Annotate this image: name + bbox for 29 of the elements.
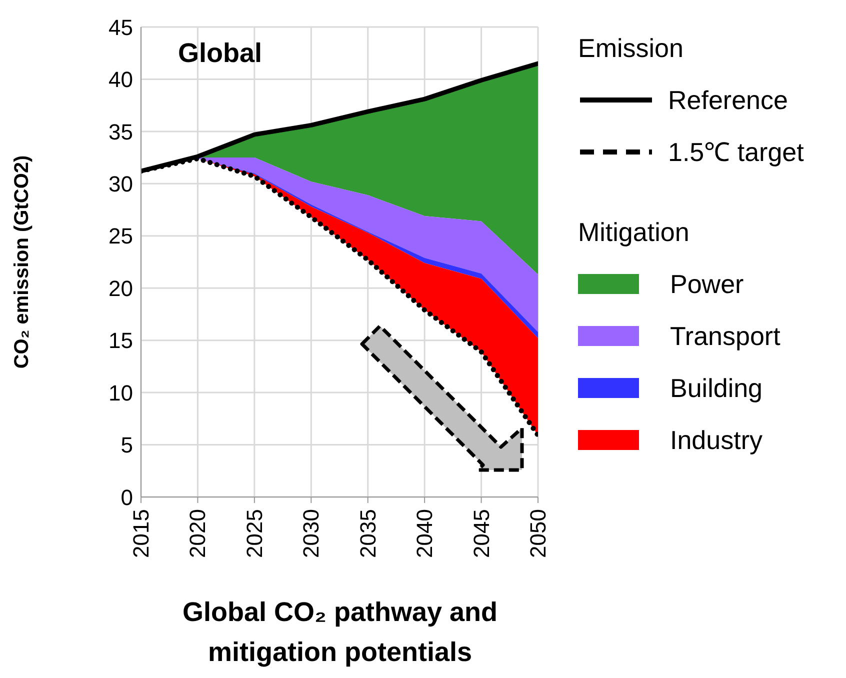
annotation: Global [178,38,262,69]
y-tick-label: 45 [108,14,133,40]
y-axis-title: CO₂ emission (GtCO2) [11,155,33,369]
y-tick-label: 20 [108,276,133,301]
text: Global CO₂ pathway and mitigation potentials [181,596,499,669]
y-tick-label: 0 [120,484,133,510]
y-tick-label: 10 [108,380,133,406]
legend-label: Building [670,372,763,405]
legend-label: Reference [668,84,788,117]
x-tick-label: 2015 [128,509,154,558]
x-tick-label: 2045 [468,509,494,558]
legend-label: 1.5℃ target [668,136,804,169]
x-tick-label: 2025 [242,509,267,558]
y-tick-label: 25 [108,224,133,249]
y-tick-label: 15 [108,328,133,354]
y-tick-label: 35 [108,119,133,144]
legend-label: Industry [670,424,762,457]
y-tick-label: 30 [108,171,133,196]
x-tick-label: 2020 [185,509,210,558]
text: Emission [578,32,684,65]
text: Mitigation [578,216,690,249]
y-tick-label: 5 [120,432,133,458]
legend-label: Power [670,268,744,301]
x-tick-label: 2030 [298,509,324,558]
x-tick-label: 2050 [526,509,550,558]
x-tick-label: 2040 [412,509,438,558]
legend-label: Transport [670,320,780,353]
x-tick-label: 2035 [355,509,380,558]
y-tick-label: 40 [108,67,133,92]
